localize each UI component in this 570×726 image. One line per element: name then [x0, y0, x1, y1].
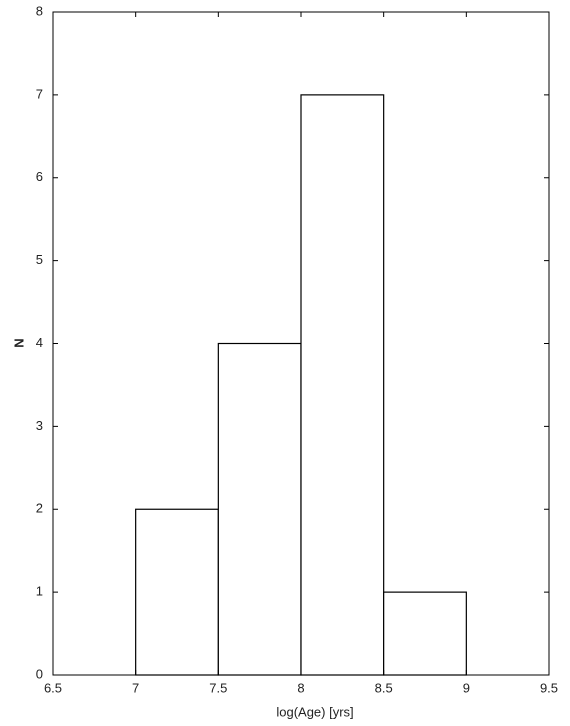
- x-tick-label: 6.5: [44, 680, 62, 695]
- x-tick-label: 7.5: [209, 680, 227, 695]
- x-tick-label: 7: [132, 680, 139, 695]
- y-tick-label: 7: [36, 86, 43, 101]
- x-tick-label: 8: [297, 680, 304, 695]
- y-tick-label: 1: [36, 584, 43, 599]
- bar: [135, 508, 219, 676]
- x-tick-label: 9.5: [540, 680, 558, 695]
- y-tick-label: 8: [36, 3, 43, 18]
- x-tick-label: 9: [463, 680, 470, 695]
- y-tick-label: 6: [36, 169, 43, 184]
- y-axis-label: N: [11, 338, 26, 347]
- x-tick-label: 8.5: [375, 680, 393, 695]
- bar: [383, 591, 467, 676]
- y-tick-label: 5: [36, 252, 43, 267]
- x-axis-label: log(Age) [yrs]: [276, 704, 353, 719]
- y-tick-label: 2: [36, 501, 43, 516]
- y-tick-label: 0: [36, 666, 43, 681]
- y-tick-label: 4: [36, 335, 43, 350]
- y-tick-label: 3: [36, 418, 43, 433]
- bar: [300, 94, 385, 676]
- bar: [217, 342, 302, 676]
